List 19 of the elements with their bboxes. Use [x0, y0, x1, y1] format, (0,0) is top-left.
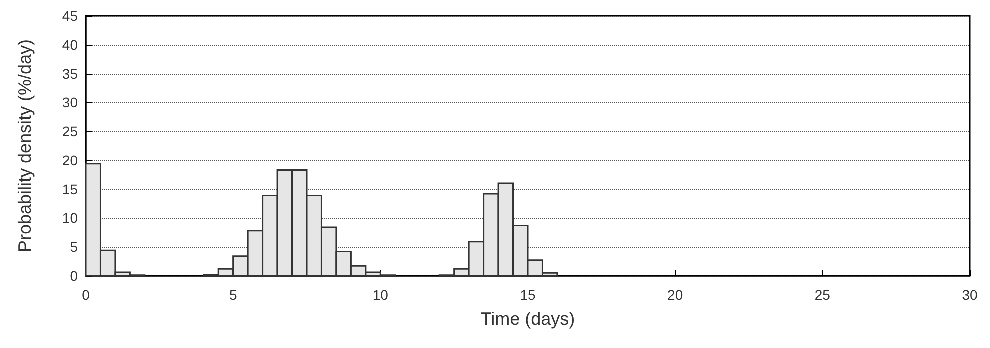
y-tick-label: 30 [62, 94, 78, 111]
y-tick-label: 45 [62, 8, 78, 24]
x-tick-label: 5 [229, 287, 238, 303]
y-tick-label: 5 [70, 239, 78, 256]
y-tick-label: 25 [62, 124, 78, 140]
x-tick-label: 15 [520, 287, 536, 303]
y-axis-title: Probability density (%/day) [15, 39, 35, 253]
x-tick-label: 30 [962, 287, 978, 303]
x-tick-label: 0 [82, 287, 90, 303]
y-tick-label: 35 [62, 66, 78, 82]
y-tick-label: 0 [70, 268, 78, 284]
x-tick-label: 20 [668, 287, 684, 303]
y-tick-label: 40 [62, 36, 78, 53]
x-tick-label: 25 [814, 287, 831, 303]
y-tick-label: 20 [62, 152, 78, 168]
x-axis-title: Time (days) [480, 309, 576, 329]
y-tick-label: 10 [62, 210, 78, 226]
x-tick-label: 10 [372, 287, 389, 303]
y-tick-label: 15 [62, 181, 78, 198]
